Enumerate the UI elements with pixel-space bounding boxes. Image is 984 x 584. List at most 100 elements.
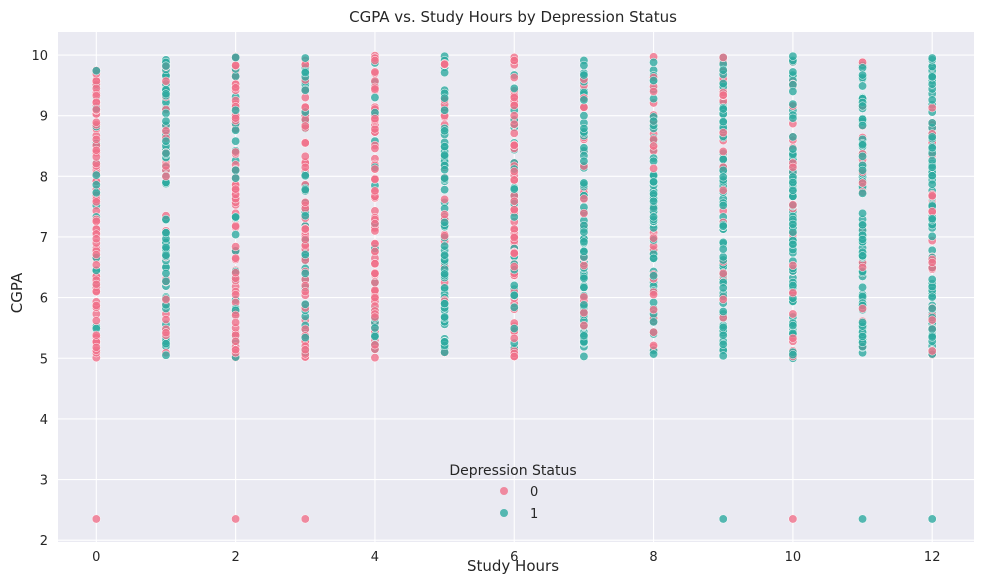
scatter-point	[231, 184, 241, 194]
scatter-point	[370, 268, 380, 278]
scatter-point	[788, 333, 798, 343]
scatter-point	[649, 116, 659, 126]
scatter-point	[649, 253, 659, 263]
y-tick-label: 9	[40, 110, 48, 125]
scatter-point	[927, 171, 937, 181]
scatter-point	[927, 231, 937, 241]
scatter-point	[579, 331, 589, 341]
outlier-point	[788, 514, 798, 524]
scatter-point	[300, 151, 310, 161]
scatter-point	[231, 113, 241, 123]
scatter-point	[579, 282, 589, 292]
scatter-point	[649, 141, 659, 151]
scatter-point	[161, 108, 171, 118]
scatter-point	[300, 234, 310, 244]
scatter-point	[231, 173, 241, 183]
scatter-point	[161, 126, 171, 136]
scatter-point	[579, 208, 589, 218]
y-tick-label: 6	[40, 292, 48, 307]
scatter-point	[509, 205, 519, 215]
scatter-point	[300, 345, 310, 355]
scatter-point	[161, 161, 171, 171]
scatter-point	[509, 175, 519, 185]
scatter-point	[440, 241, 450, 251]
scatter-point	[579, 292, 589, 302]
scatter-point	[649, 271, 659, 281]
scatter-point	[161, 89, 171, 99]
scatter-point	[440, 337, 450, 347]
scatter-point	[300, 121, 310, 131]
scatter-point	[788, 261, 798, 270]
scatter-point	[718, 322, 728, 332]
scatter-point	[300, 197, 310, 207]
scatter-point	[440, 68, 450, 78]
scatter-point	[300, 185, 310, 195]
scatter-point	[858, 178, 867, 188]
scatter-point	[161, 171, 171, 181]
scatter-point	[370, 247, 380, 256]
scatter-point	[858, 188, 867, 198]
scatter-point	[858, 262, 867, 272]
scatter-point	[858, 208, 867, 218]
scatter-point	[718, 200, 728, 210]
scatter-point	[370, 67, 380, 77]
scatter-point	[440, 93, 450, 103]
scatter-point	[718, 221, 728, 231]
scatter-point	[858, 251, 867, 261]
scatter-point	[370, 259, 380, 269]
scatter-point	[718, 172, 728, 182]
scatter-point	[231, 105, 241, 115]
scatter-point	[927, 95, 937, 105]
scatter-point	[579, 261, 589, 270]
scatter-point	[927, 332, 937, 342]
scatter-point	[927, 143, 937, 153]
scatter-point	[231, 268, 241, 278]
scatter-point	[579, 351, 589, 361]
scatter-point	[509, 119, 519, 129]
scatter-point	[579, 70, 589, 80]
scatter-point	[440, 283, 450, 293]
scatter-point	[161, 214, 171, 224]
scatter-point	[231, 83, 241, 93]
scatter-point	[231, 253, 241, 263]
scatter-point	[509, 333, 519, 343]
scatter-point	[440, 269, 450, 279]
scatter-point	[440, 150, 450, 160]
scatter-point	[788, 162, 798, 172]
y-tick-label: 10	[31, 49, 48, 64]
scatter-point	[579, 123, 589, 133]
scatter-point	[161, 276, 171, 286]
scatter-point	[91, 316, 101, 326]
scatter-point	[927, 191, 937, 201]
outlier-point	[718, 514, 728, 524]
scatter-point	[300, 211, 310, 221]
scatter-point	[858, 101, 867, 111]
scatter-point	[440, 126, 450, 136]
scatter-point	[579, 237, 589, 247]
scatter-point	[579, 247, 589, 256]
scatter-point	[649, 196, 659, 206]
scatter-point	[231, 242, 241, 252]
scatter-point	[718, 90, 728, 100]
scatter-point	[649, 86, 659, 96]
scatter-point	[649, 327, 659, 337]
scatter-point	[91, 66, 101, 76]
scatter-point	[440, 105, 450, 115]
scatter-point	[370, 219, 380, 229]
scatter-point	[509, 100, 519, 110]
scatter-point	[91, 279, 101, 289]
scatter-point	[231, 212, 241, 222]
scatter-point	[231, 53, 241, 62]
scatter-point	[370, 323, 380, 333]
scatter-point	[788, 177, 798, 187]
scatter-point	[440, 165, 450, 175]
scatter-point	[788, 99, 798, 109]
scatter-point	[788, 227, 798, 237]
y-tick-label: 3	[40, 474, 48, 489]
outlier-point	[300, 514, 310, 524]
scatter-point	[161, 242, 171, 252]
legend-marker-0	[500, 487, 508, 495]
scatter-point	[718, 307, 728, 317]
scatter-point	[509, 56, 519, 65]
